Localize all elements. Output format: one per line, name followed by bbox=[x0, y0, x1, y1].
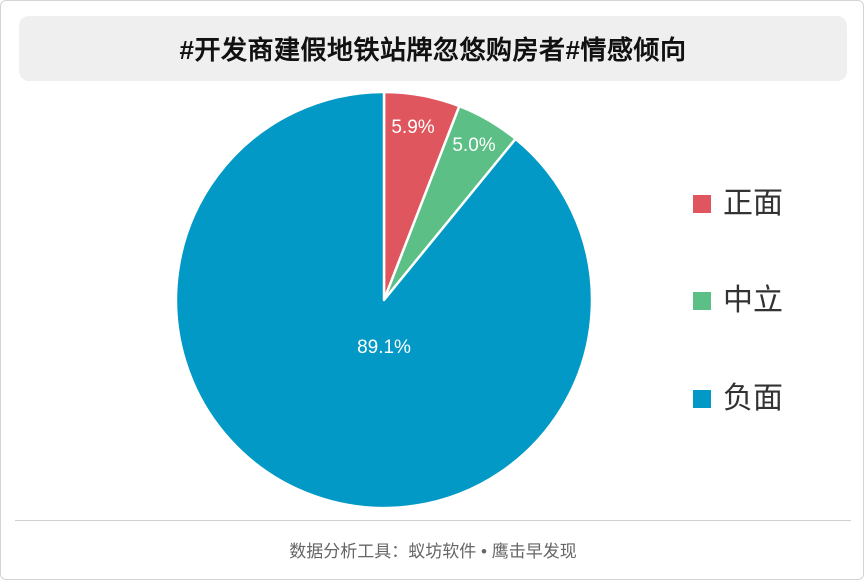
footer-divider bbox=[15, 520, 851, 521]
footer-credit: 数据分析工具：蚁坊软件 • 鹰击早发现 bbox=[289, 542, 577, 561]
legend-swatch-neutral bbox=[693, 292, 711, 310]
slice-label-0: 5.9% bbox=[391, 117, 434, 138]
slice-label-2: 89.1% bbox=[357, 337, 411, 358]
chart-title: #开发商建假地铁站牌忽悠购房者#情感倾向 bbox=[179, 35, 687, 65]
legend-swatch-negative bbox=[693, 390, 711, 408]
legend-label-positive: 正面 bbox=[723, 187, 783, 220]
pie-slice-2[interactable] bbox=[174, 90, 594, 510]
legend-item-positive[interactable]: 正面 bbox=[693, 184, 783, 224]
title-banner: #开发商建假地铁站牌忽悠购房者#情感倾向 bbox=[19, 16, 847, 81]
legend-label-negative: 负面 bbox=[723, 382, 783, 415]
slice-label-1: 5.0% bbox=[452, 135, 495, 156]
pie-slices bbox=[174, 90, 594, 510]
legend-item-neutral[interactable]: 中立 bbox=[693, 281, 783, 321]
legend-label-neutral: 中立 bbox=[723, 284, 783, 317]
pie-slice-labels: 5.9% 5.0% 89.1% bbox=[357, 117, 496, 358]
legend-swatch-positive bbox=[693, 195, 711, 213]
legend-item-negative[interactable]: 负面 bbox=[693, 379, 783, 419]
